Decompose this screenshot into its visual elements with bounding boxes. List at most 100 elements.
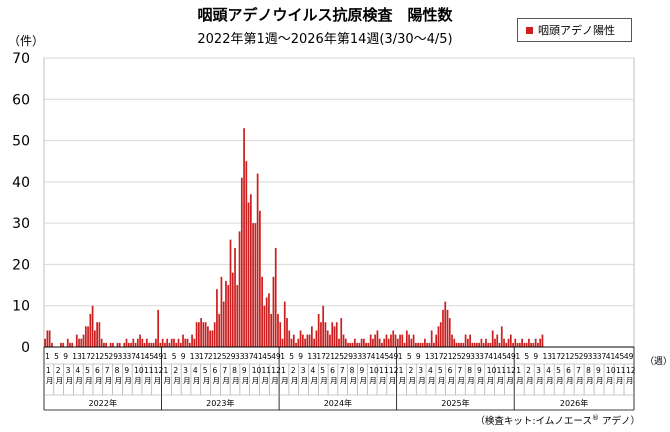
week-tick-label: 37 xyxy=(127,352,137,361)
month-label: 月 xyxy=(428,376,436,385)
week-tick-label: 9 xyxy=(181,352,186,361)
month-label: 4 xyxy=(193,366,198,375)
bar xyxy=(229,239,232,347)
bar xyxy=(494,338,496,347)
month-label: 月 xyxy=(350,376,358,385)
month-label: 月 xyxy=(487,376,495,385)
bar xyxy=(127,342,130,347)
month-label: 月 xyxy=(566,376,574,385)
bar xyxy=(369,334,372,347)
week-tick-label: 5 xyxy=(289,352,294,361)
bar xyxy=(218,313,221,347)
bar xyxy=(523,342,526,347)
bar xyxy=(500,326,503,347)
bar xyxy=(216,289,218,347)
bar xyxy=(82,334,85,347)
bar xyxy=(525,342,528,347)
bar xyxy=(347,342,349,347)
week-tick-label: 25 xyxy=(99,352,109,361)
bar xyxy=(123,342,126,347)
bar xyxy=(491,330,494,347)
bar xyxy=(340,318,343,347)
bar xyxy=(372,338,374,347)
week-tick-label: 33 xyxy=(117,352,127,361)
bar xyxy=(91,305,94,347)
bar xyxy=(320,322,322,347)
month-label: 月 xyxy=(408,376,416,385)
bar xyxy=(118,342,121,347)
y-tick-label: 20 xyxy=(12,257,30,273)
week-tick-label: 29 xyxy=(226,352,236,361)
week-tick-label: 25 xyxy=(217,352,227,361)
bar xyxy=(408,334,410,347)
bar xyxy=(295,342,297,347)
bar xyxy=(331,322,334,347)
bar xyxy=(466,338,469,347)
bar xyxy=(249,194,252,347)
bar xyxy=(516,342,519,347)
month-label: 2 xyxy=(291,366,296,375)
month-label: 月 xyxy=(242,376,250,385)
bar xyxy=(448,318,451,347)
bar xyxy=(268,293,270,347)
week-tick-label: 13 xyxy=(425,352,435,361)
bar xyxy=(401,334,404,347)
bar xyxy=(159,342,162,347)
week-tick-label: 1 xyxy=(515,352,520,361)
bar xyxy=(143,342,146,347)
bar xyxy=(227,285,230,347)
bar xyxy=(213,322,216,347)
bar xyxy=(419,342,422,347)
bar xyxy=(367,342,370,347)
bar xyxy=(442,309,444,347)
month-label: 月 xyxy=(105,376,113,385)
month-label: 11 xyxy=(262,366,272,375)
bar xyxy=(457,342,460,347)
month-label: 月 xyxy=(497,376,505,385)
bar xyxy=(498,342,501,347)
month-label: 月 xyxy=(46,376,54,385)
bar xyxy=(231,272,234,347)
bar xyxy=(60,342,62,347)
month-label: 3 xyxy=(183,366,188,375)
week-tick-label: 41 xyxy=(136,352,146,361)
bar xyxy=(89,313,92,347)
month-label: 1 xyxy=(516,366,521,375)
month-label: 4 xyxy=(310,366,315,375)
month-label: 月 xyxy=(115,376,123,385)
month-label: 月 xyxy=(438,376,446,385)
month-label: 月 xyxy=(271,376,279,385)
bar xyxy=(195,322,198,347)
bar xyxy=(175,342,178,347)
week-tick-label: 13 xyxy=(72,352,82,361)
bar xyxy=(363,338,365,347)
bar xyxy=(225,280,227,347)
month-label: 月 xyxy=(144,376,152,385)
month-label: 9 xyxy=(596,366,601,375)
bar xyxy=(528,338,530,347)
week-tick-label: 49 xyxy=(154,352,164,361)
bar xyxy=(326,330,329,347)
week-tick-label: 5 xyxy=(172,352,177,361)
bar xyxy=(211,330,214,347)
bar xyxy=(433,342,435,347)
bar xyxy=(112,342,114,347)
bar xyxy=(78,338,80,347)
month-label: 月 xyxy=(467,376,475,385)
month-label: 7 xyxy=(340,366,345,375)
month-label: 11 xyxy=(379,366,389,375)
bar xyxy=(252,223,254,347)
bar xyxy=(202,322,205,347)
month-label: 11 xyxy=(144,366,154,375)
month-label: 月 xyxy=(399,376,407,385)
bar xyxy=(505,342,508,347)
axes xyxy=(43,346,635,411)
bar xyxy=(301,334,304,347)
y-tick-label: 0 xyxy=(21,340,30,356)
month-label: 2 xyxy=(173,366,178,375)
bar xyxy=(236,285,239,347)
month-label: 1 xyxy=(164,366,169,375)
bar xyxy=(247,202,250,347)
y-tick-label: 40 xyxy=(12,175,30,191)
bar xyxy=(150,342,153,347)
